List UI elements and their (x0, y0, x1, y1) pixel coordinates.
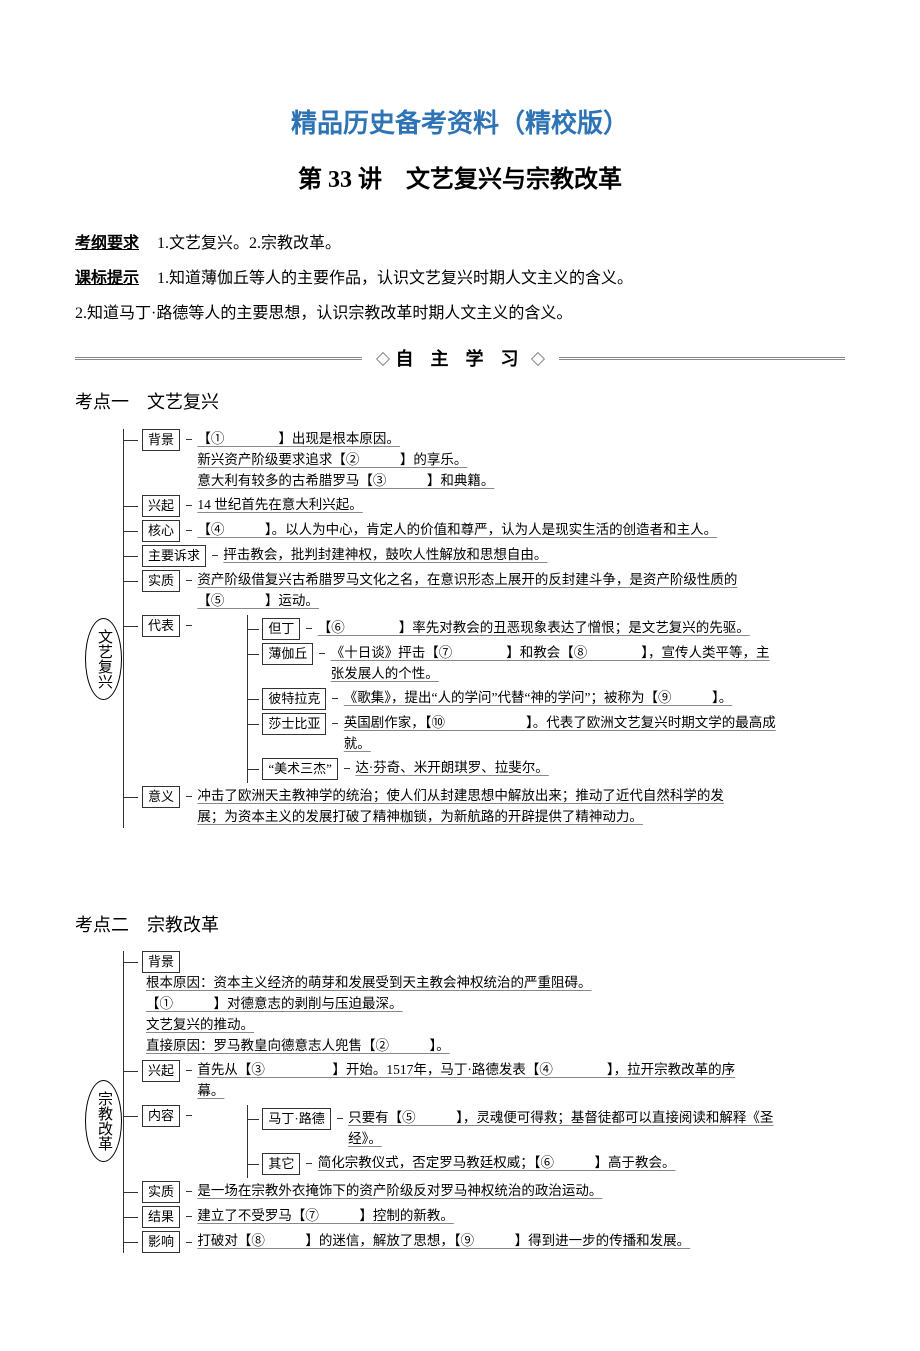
section-banner: 自 主 学 习 (75, 346, 845, 372)
branch2-xq: 兴起 首先从【③ 】开始。1517年，马丁·路德发表【④ 】，拉开宗教改革的序幕… (124, 1060, 845, 1102)
node2-sz: 实质 (142, 1181, 180, 1203)
diamond-icon (375, 352, 389, 366)
xq2-text: 首先从【③ 】开始。1517年，马丁·路德发表【④ 】，拉开宗教改革的序幕。 (197, 1060, 737, 1102)
hx-text: 【④ 】。以人为中心，肯定人的价值和尊严，认为人是现实生活的创造者和主人。 (197, 520, 717, 541)
jg2-text: 建立了不受罗马【⑦ 】控制的新教。 (197, 1208, 454, 1223)
topic-1-heading: 考点一 文艺复兴 (75, 386, 845, 418)
branch2-jg: 结果 建立了不受罗马【⑦ 】控制的新教。 (124, 1206, 845, 1228)
mindmap-1-root: 文艺复兴 (85, 618, 122, 700)
branch-xq: 兴起 14 世纪首先在意大利兴起。 (124, 495, 845, 517)
kaogang-label: 考纲要求 (75, 235, 139, 252)
branch-yy: 意义 冲击了欧洲天主教神学的统治；使人们从封建思想中解放出来；推动了近代自然科学… (124, 786, 845, 828)
kaogang-line: 考纲要求 1.文艺复兴。2.宗教改革。 (75, 230, 845, 259)
sz2-text: 是一场在宗教外衣掩饰下的资产阶级反对罗马神权统治的政治运动。 (197, 1181, 602, 1202)
node2-bg: 背景 (142, 951, 180, 973)
sz-text: 资产阶级借复兴古希腊罗马文化之名，在意识形态上展开的反封建斗争，是资产阶级性质的… (197, 570, 737, 612)
node2-jg: 结果 (142, 1206, 180, 1228)
branch2-sz: 实质 是一场在宗教外衣掩饰下的资产阶级反对罗马神权统治的政治运动。 (124, 1181, 845, 1203)
sub-meishusanjie: “美术三杰” 达·芬奇、米开朗琪罗、拉斐尔。 (248, 758, 783, 780)
diamond-icon (530, 352, 544, 366)
yy-text: 冲击了欧洲天主教神学的统治；使人们从封建思想中解放出来；推动了近代自然科学的发展… (197, 786, 737, 828)
node-bg: 背景 (142, 429, 180, 451)
branch-sq: 主要诉求 抨击教会，批判封建神权，鼓吹人性解放和思想自由。 (124, 545, 845, 567)
node2-xq: 兴起 (142, 1060, 180, 1082)
sub-bitelake: 彼特拉克 《歌集》，提出“人的学问”代替“神的学问”；被称为【⑨ 】。 (248, 688, 783, 710)
banner-rule-left (75, 357, 362, 361)
mindmap-2: 宗教改革 背景 根本原因：资本主义经济的萌芽和发展受到天主教会神权统治的严重阻碍… (85, 951, 845, 1291)
banner-center: 自 主 学 习 (362, 343, 559, 375)
branch2-bg: 背景 根本原因：资本主义经济的萌芽和发展受到天主教会神权统治的严重阻碍。 【① … (124, 951, 845, 1057)
node-sq: 主要诉求 (142, 545, 206, 567)
branch-sz: 实质 资产阶级借复兴古希腊罗马文化之名，在意识形态上展开的反封建斗争，是资产阶级… (124, 570, 845, 612)
sub-title: 第 33 讲 文艺复兴与宗教改革 (75, 159, 845, 202)
node-hx: 核心 (142, 520, 180, 542)
node-sz: 实质 (142, 570, 180, 592)
main-title: 精品历史备考资料（精校版） (75, 100, 845, 147)
kebiao-label: 课标提示 (75, 270, 139, 287)
sub-danding: 但丁 【⑥ 】率先对教会的丑恶现象表达了憎恨；是文艺复兴的先驱。 (248, 618, 783, 640)
topic-2-heading: 考点二 宗教改革 (75, 909, 845, 941)
banner-rule-right (559, 357, 846, 361)
sub-shashibiya: 莎士比亚 英国剧作家，【⑩ 】。代表了欧洲文艺复兴时期文学的最高成就。 (248, 713, 783, 755)
node-db: 代表 (142, 615, 180, 637)
kebiao-line-2: 2.知道马丁·路德等人的主要思想，认识宗教改革时期人文主义的含义。 (75, 300, 845, 329)
branch2-yx: 影响 打破对【⑧ 】的迷信，解放了思想，【⑨ 】得到进一步的传播和发展。 (124, 1231, 845, 1253)
yx2-text: 打破对【⑧ 】的迷信，解放了思想，【⑨ 】得到进一步的传播和发展。 (197, 1231, 690, 1252)
node-yy: 意义 (142, 786, 180, 808)
mindmap-2-root: 宗教改革 (85, 1080, 122, 1162)
node2-nr: 内容 (142, 1105, 180, 1127)
branch-db: 代表 但丁 【⑥ 】率先对教会的丑恶现象表达了憎恨；是文艺复兴的先驱。 薄伽丘 … (124, 615, 845, 783)
sub-luther: 马丁·路德 只要有【⑤ 】，灵魂便可得救；基督徒都可以直接阅读和解释《圣经》。 (248, 1108, 788, 1150)
bg-lines: 【① 】出现是根本原因。 新兴资产阶级要求追求【② 】的享乐。 意大利有较多的古… (197, 429, 494, 492)
node-xq: 兴起 (142, 495, 180, 517)
mindmap-1: 文艺复兴 背景 【① 】出现是根本原因。 新兴资产阶级要求追求【② 】的享乐。 … (85, 429, 845, 889)
branch-bg: 背景 【① 】出现是根本原因。 新兴资产阶级要求追求【② 】的享乐。 意大利有较… (124, 429, 845, 492)
xq-text: 14 世纪首先在意大利兴起。 (197, 497, 362, 512)
bg2-lines: 根本原因：资本主义经济的萌芽和发展受到天主教会神权统治的严重阻碍。 【① 】对德… (146, 973, 592, 1057)
sub-bojiaqu: 薄伽丘 《十日谈》抨击【⑦ 】和教会【⑧ 】，宣传人类平等，主张发展人的个性。 (248, 643, 783, 685)
kebiao-line-1: 课标提示 1.知道薄伽丘等人的主要作品，认识文艺复兴时期人文主义的含义。 (75, 265, 845, 294)
node2-yx: 影响 (142, 1231, 180, 1253)
sub-other: 其它 简化宗教仪式，否定罗马教廷权威；【⑥ 】高于教会。 (248, 1153, 788, 1175)
banner-text: 自 主 学 习 (396, 343, 525, 375)
branch-hx: 核心 【④ 】。以人为中心，肯定人的价值和尊严，认为人是现实生活的创造者和主人。 (124, 520, 845, 542)
kebiao-text-1: 1.知道薄伽丘等人的主要作品，认识文艺复兴时期人文主义的含义。 (157, 270, 633, 287)
kaogang-text: 1.文艺复兴。2.宗教改革。 (157, 235, 341, 252)
branch2-nr: 内容 马丁·路德 只要有【⑤ 】，灵魂便可得救；基督徒都可以直接阅读和解释《圣经… (124, 1105, 845, 1178)
sq-text: 抨击教会，批判封建神权，鼓吹人性解放和思想自由。 (223, 547, 547, 562)
